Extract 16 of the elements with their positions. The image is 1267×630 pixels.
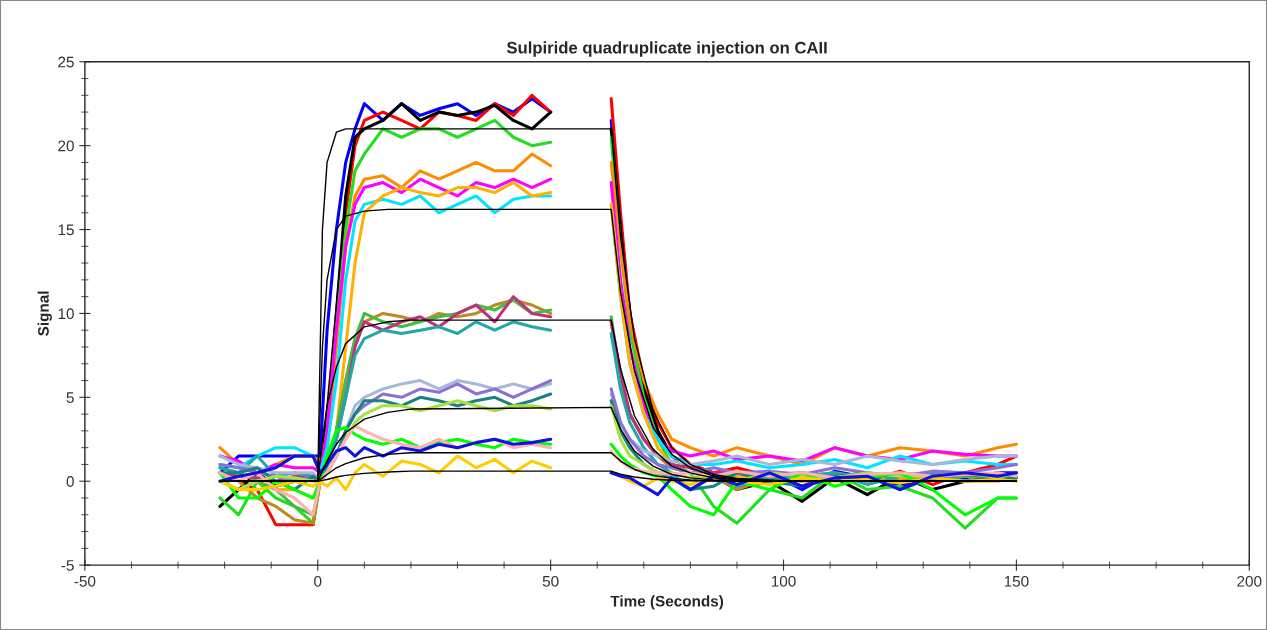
x-tick-label: 150 [1004,575,1029,587]
y-tick-label: 5 [66,392,74,404]
y-tick-label: -5 [61,560,74,571]
x-tick-label: 0 [314,575,322,587]
y-tick-label: 10 [58,308,74,320]
x-tick-label: -50 [74,575,96,587]
y-tick-label: 25 [58,56,74,68]
y-tick-label: 15 [58,224,74,236]
y-axis-title: Signal [37,291,52,336]
chart-title: Sulpiride quadruplicate injection on CAII [506,41,827,57]
x-axis-title: Time (Seconds) [610,595,724,610]
x-tick-label: 200 [1237,575,1262,587]
y-tick-label: 0 [66,476,74,487]
x-tick-label: 100 [771,575,796,587]
x-tick-label: 50 [542,575,559,587]
y-tick-label: 20 [58,140,74,152]
